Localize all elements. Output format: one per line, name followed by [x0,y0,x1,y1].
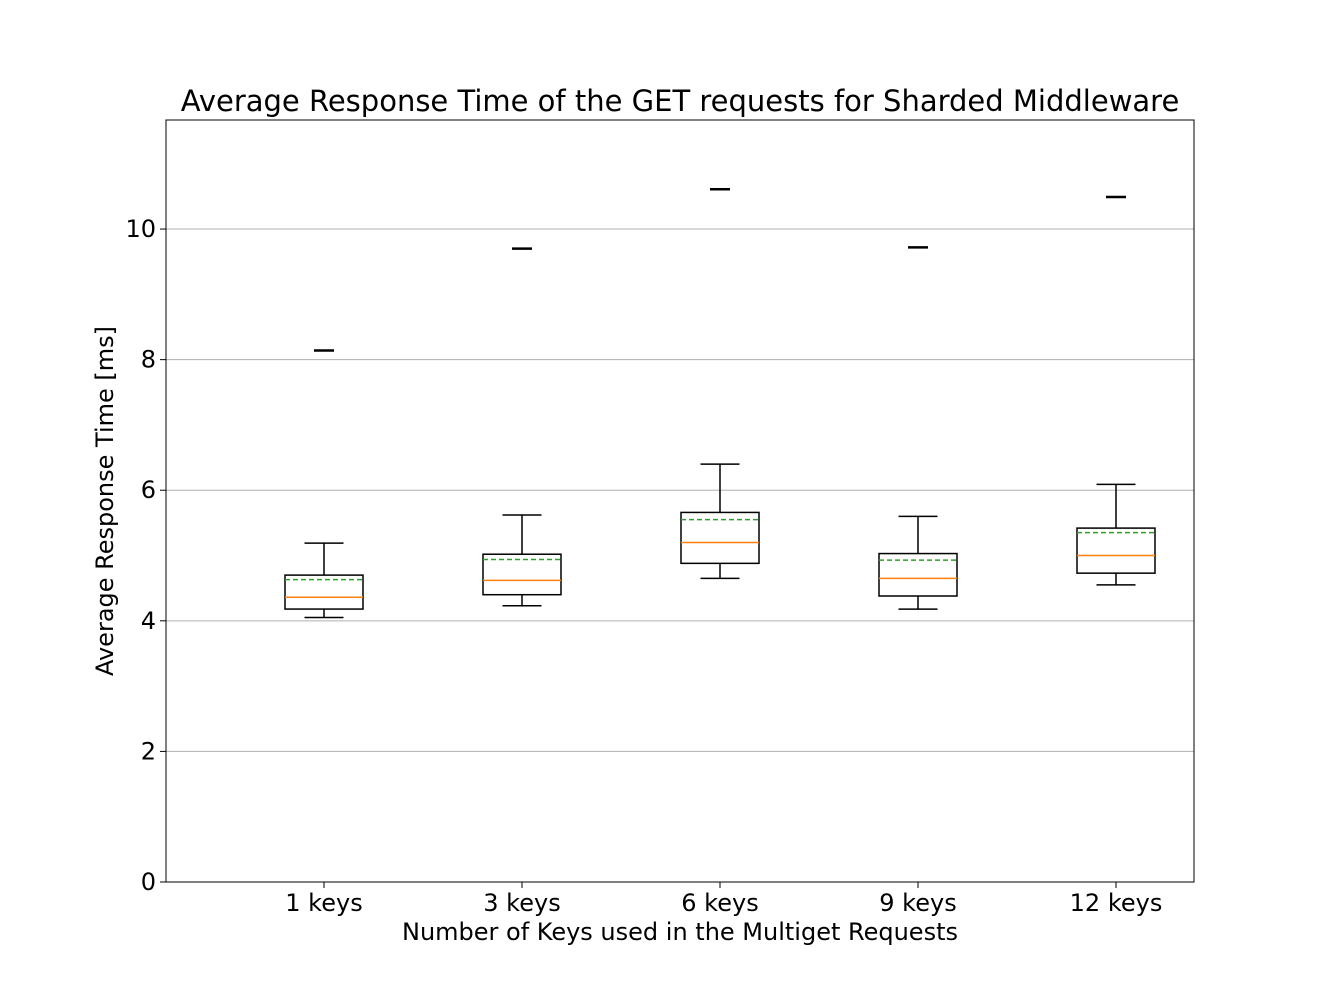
axis-ticks: 0 2 4 6 8 10 1 keys 3 keys 6 keys 9 keys 12 keys [125,215,1162,917]
y-tick-label: 6 [141,476,156,504]
box-iqr [878,552,958,597]
box-iqr [680,511,760,565]
chart-title: Average Response Time of the GET request… [181,84,1180,118]
box-iqr [284,574,364,610]
box-plot-1-keys [284,349,364,619]
box-plot-3-keys [482,247,562,607]
x-tick-label: 1 keys [285,889,362,917]
y-tick-label: 0 [141,868,156,896]
y-axis-label: Average Response Time [ms] [91,326,119,676]
x-tick-label: 3 keys [483,889,560,917]
x-axis-label: Number of Keys used in the Multiget Requ… [402,918,958,946]
x-tick-label: 6 keys [681,889,758,917]
grid-lines [166,228,1194,752]
y-tick-label: 10 [125,215,156,243]
box-plots [284,187,1156,619]
y-tick-label: 2 [141,737,156,765]
x-tick-label: 12 keys [1070,889,1163,917]
box-plot-12-keys [1076,195,1156,586]
box-plot-9-keys [878,246,958,610]
y-tick-label: 8 [141,346,156,374]
box-iqr [482,553,562,596]
y-tick-label: 4 [141,607,156,635]
box-iqr [1076,527,1156,574]
plot-frame [165,119,1195,883]
x-tick-label: 9 keys [879,889,956,917]
box-plot-6-keys [680,187,760,580]
